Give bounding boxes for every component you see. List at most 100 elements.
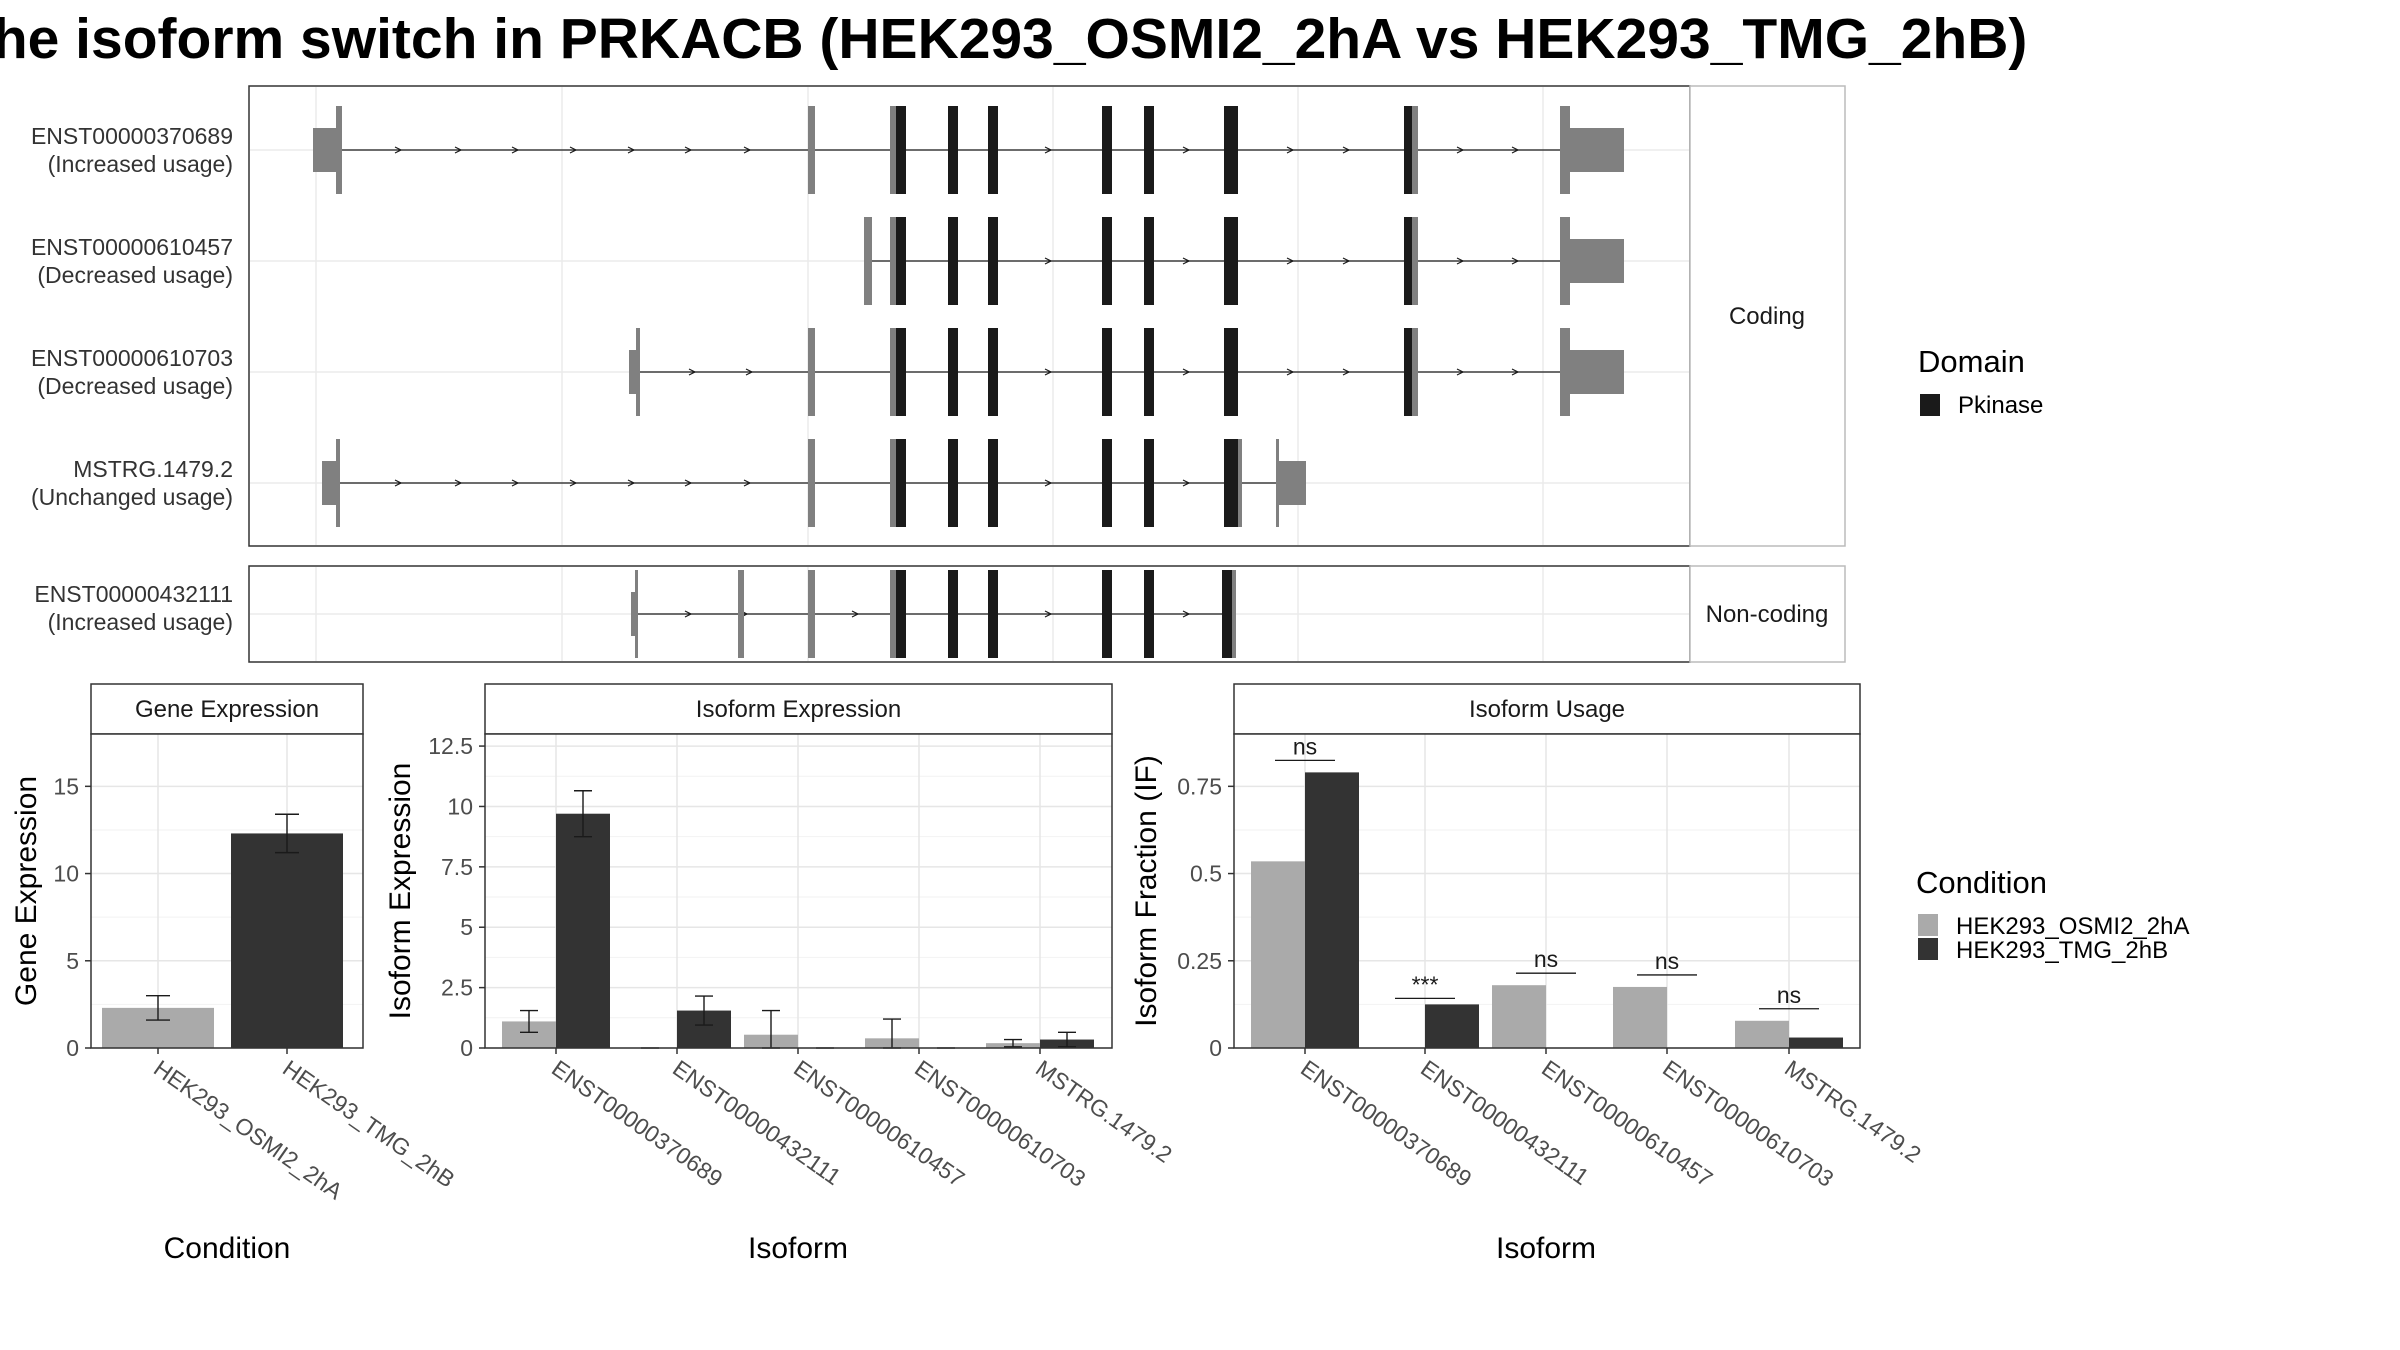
error-bar [520,1009,538,1033]
utr-exon [1570,128,1624,172]
strand-arrow [1286,368,1295,376]
utr-exon [629,350,636,394]
strand-arrow [688,368,697,376]
structure-tracks [313,106,1624,658]
pkinase-domain-exon [948,570,958,658]
strand-arrow [394,479,403,487]
pkinase-domain-exon [896,106,906,194]
coding-exon [1232,570,1236,658]
pkinase-domain-exon [988,570,998,658]
coding-exon [1276,439,1279,527]
error-bar [275,813,299,854]
noncoding-strip [1689,565,1846,663]
strand-arrow [511,146,520,154]
strand-arrow [454,146,463,154]
strand-arrow [1044,146,1053,154]
coding-exon [1560,106,1570,194]
pkinase-domain-exon [1144,439,1154,527]
coding-exon [1412,106,1418,194]
utr-exon [1570,239,1624,283]
y-tick-label: 0 [1209,1035,1222,1061]
pkinase-domain-exon [1404,106,1412,194]
significance-label: *** [1412,971,1439,997]
y-tick-label: 10 [53,861,79,887]
y-tick-label: 0.5 [1190,861,1222,887]
coding-exon [808,439,815,527]
panel-title: Isoform Expression [696,696,901,723]
noncoding-strip-label: Non-coding [1706,601,1829,628]
pkinase-domain-exon [948,217,958,305]
pkinase-domain-exon [988,106,998,194]
panel-strip [1233,683,1861,735]
pkinase-domain-exon [1144,328,1154,416]
utr-exon [631,592,635,636]
coding-exon [808,328,815,416]
pkinase-domain-exon [896,217,906,305]
chart-title-wrap: The isoform switch in PRKACB (HEK293_OSM… [0,6,2400,82]
pkinase-domain-exon [896,570,906,658]
isoform-label-id: ENST00000610457 [31,234,233,260]
coding-exon [1560,217,1570,305]
strand-arrow [1286,257,1295,265]
strand-arrow [851,610,860,618]
strand-arrow [1511,257,1520,265]
strand-arrow [684,610,693,618]
x-axis-label: Isoform [748,1232,848,1265]
pkinase-domain-exon [1102,439,1112,527]
strand-arrow [1044,368,1053,376]
plot-frame [1233,733,1861,1049]
strand-arrow [743,146,752,154]
strand-arrow [1182,479,1191,487]
x-axis-label: Condition [164,1232,291,1265]
panel-strip [90,683,364,735]
y-tick-label: 10 [447,793,473,819]
coding-exon [890,328,896,416]
strand-arrow [1182,368,1191,376]
pkinase-domain-exon [1404,328,1412,416]
pkinase-domain-exon [988,217,998,305]
pkinase-domain-exon [1222,570,1232,658]
pkinase-domain-exon [1102,217,1112,305]
bar-a [1613,986,1667,1048]
strand-arrow [745,368,754,376]
y-tick-label: 5 [460,914,473,940]
bar-a [1735,1020,1789,1048]
strand-arrow [1182,257,1191,265]
isoform-label-usage: (Increased usage) [48,151,233,177]
strand-arrow [1182,610,1191,618]
bar [231,833,343,1048]
strand-arrow [1044,610,1053,618]
strand-arrow [1342,146,1351,154]
coding-exon [808,106,815,194]
strand-arrow [1044,257,1053,265]
strand-arrow [1044,479,1053,487]
coding-exon [1412,328,1418,416]
chart-title: The isoform switch in PRKACB (HEK293_OSM… [0,7,2028,71]
strand-arrow [1456,146,1465,154]
coding-strip [1689,85,1846,547]
strand-arrow [1286,146,1295,154]
coding-exon [808,570,815,658]
panel-title: Isoform Usage [1469,696,1625,723]
pkinase-domain-exon [1224,439,1238,527]
strand-arrow [1511,146,1520,154]
bar-b [1305,772,1359,1048]
pkinase-domain-exon [1102,570,1112,658]
strand-arrow [569,479,578,487]
pkinase-domain-exon [988,328,998,416]
bar-a [1251,861,1305,1048]
condition-legend-title: Condition [1916,865,2047,900]
isoform-label-id: ENST00000370689 [31,123,233,149]
y-tick-label: 0.25 [1177,948,1222,974]
bar-b [556,813,610,1048]
pkinase-domain-exon [1144,106,1154,194]
strand-arrow [627,479,636,487]
coding-exon [738,570,744,658]
error-bar [695,995,713,1026]
coding-exon [1560,328,1570,416]
y-tick-label: 2.5 [441,975,473,1001]
coding-exon [864,217,872,305]
isoform-label-id: ENST00000610703 [31,345,233,371]
coding-exon [890,439,896,527]
isoform-label-usage: (Decreased usage) [37,262,233,288]
